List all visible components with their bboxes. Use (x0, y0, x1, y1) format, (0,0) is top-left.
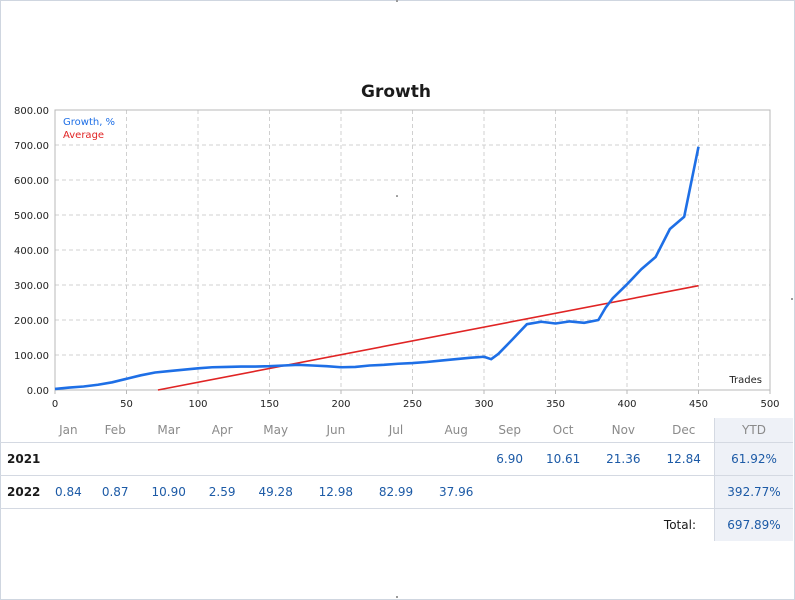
month-value (365, 442, 427, 476)
x-tick-label: 400 (617, 399, 636, 410)
year-column-header (0, 418, 45, 443)
month-value: 12.84 (653, 442, 715, 476)
month-value (198, 442, 246, 476)
year-label: 2021 (0, 442, 45, 476)
month-value: 0.87 (91, 475, 139, 509)
month-header: Feb (104, 423, 126, 437)
x-tick-label: 300 (474, 399, 493, 410)
monthly-returns-table: Jan Feb Mar Apr May Jun Jul Aug Sep Oct Nov Dec YTD … (0, 418, 793, 541)
month-value (653, 475, 715, 509)
year-label: 2022 (0, 475, 45, 509)
month-value: 10.90 (138, 475, 199, 509)
month-header: Oct (552, 423, 574, 437)
x-tick-label: 350 (546, 399, 565, 410)
total-label: Total: (0, 508, 715, 541)
month-value: 2.59 (198, 475, 246, 509)
month-value: 12.98 (305, 475, 366, 509)
x-tick-label: 450 (689, 399, 708, 410)
bottom-center-mark (396, 596, 398, 598)
legend-entry: Average (63, 130, 104, 141)
month-header: Jun (326, 423, 346, 437)
month-header: Nov (611, 423, 636, 437)
stray-dot (396, 195, 398, 197)
growth-line (54, 146, 700, 391)
month-header-row: Jan Feb Mar Apr May Jun Jul Aug Sep Oct Nov Dec YTD (0, 418, 793, 443)
month-value (245, 442, 306, 476)
month-header: Jan (59, 423, 78, 437)
month-value (593, 475, 654, 509)
month-value (533, 475, 594, 509)
x-tick-label: 150 (260, 399, 279, 410)
total-row: Total: 697.89% (0, 508, 793, 541)
month-value: 6.90 (486, 442, 534, 476)
month-value: 21.36 (593, 442, 654, 476)
x-tick-label: 0 (52, 399, 58, 410)
month-header: Dec (672, 423, 696, 437)
y-tick-label: 800.00 (14, 106, 49, 117)
y-tick-label: 700.00 (14, 141, 49, 152)
month-value (305, 442, 366, 476)
month-value: 0.84 (45, 475, 92, 509)
y-tick-label: 400.00 (14, 246, 49, 257)
ytd-header: YTD (714, 418, 793, 443)
average-line (157, 284, 699, 391)
chart-title: Growth (361, 82, 431, 102)
right-center-mark (791, 298, 793, 300)
month-value (45, 442, 92, 476)
y-tick-label: 600.00 (14, 176, 49, 187)
y-tick-label: 500.00 (14, 211, 49, 222)
x-tick-label: 100 (188, 399, 207, 410)
month-header: May (263, 423, 289, 437)
ytd-value: 392.77% (714, 475, 793, 509)
month-value: 49.28 (245, 475, 306, 509)
month-value (91, 442, 139, 476)
month-header: Apr (211, 423, 233, 437)
month-header: Jul (388, 423, 404, 437)
x-tick-label: 50 (120, 399, 133, 410)
ytd-value: 61.92% (714, 442, 793, 476)
y-tick-label: 0.00 (27, 386, 49, 397)
month-value: 37.96 (426, 475, 487, 509)
y-tick-label: 300.00 (14, 281, 49, 292)
y-tick-label: 100.00 (14, 351, 49, 362)
x-tick-label: 200 (331, 399, 350, 410)
growth-chart: Growth 0.00 100.00 200.00 300.00 400.00 500.0… (14, 82, 780, 410)
month-header: Aug (444, 423, 468, 437)
month-header: Sep (498, 423, 521, 437)
month-value (426, 442, 487, 476)
month-value: 82.99 (365, 475, 427, 509)
month-value: 10.61 (533, 442, 594, 476)
month-value (486, 475, 534, 509)
month-value (138, 442, 199, 476)
year-row: 2021 6.90 10.61 21.36 12.84 61.92% (0, 442, 793, 476)
x-tick-label: 250 (403, 399, 422, 410)
top-center-mark (396, 0, 398, 2)
x-tick-label: 500 (760, 399, 779, 410)
x-axis-label: Trades (728, 375, 762, 386)
month-header: Mar (157, 423, 180, 437)
total-value: 697.89% (714, 508, 793, 541)
year-row: 2022 0.84 0.87 10.90 2.59 49.28 12.98 82.99 37.9… (0, 475, 793, 509)
legend-entry: Growth, % (63, 117, 115, 128)
y-tick-label: 200.00 (14, 316, 49, 327)
